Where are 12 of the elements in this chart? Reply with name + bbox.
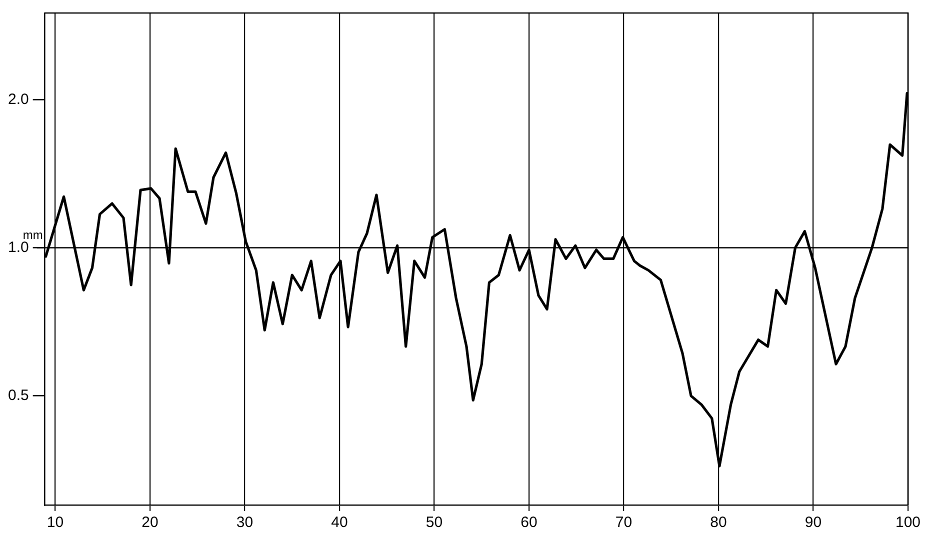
x-tick-label: 50	[426, 514, 443, 532]
x-tick-label: 20	[142, 514, 158, 532]
x-tick-label: 40	[331, 514, 348, 532]
y-tick-label: 2.0	[8, 90, 29, 108]
x-tick-label: 70	[615, 514, 632, 532]
x-tick-label: 10	[46, 514, 64, 532]
x-tick-label: 90	[804, 514, 822, 532]
x-tick-label: 60	[520, 514, 538, 532]
y-tick-label: 0.5	[8, 386, 29, 404]
x-tick-label: 100	[895, 514, 921, 532]
x-tick-label: 80	[710, 514, 727, 532]
x-tick-label: 30	[236, 514, 254, 532]
